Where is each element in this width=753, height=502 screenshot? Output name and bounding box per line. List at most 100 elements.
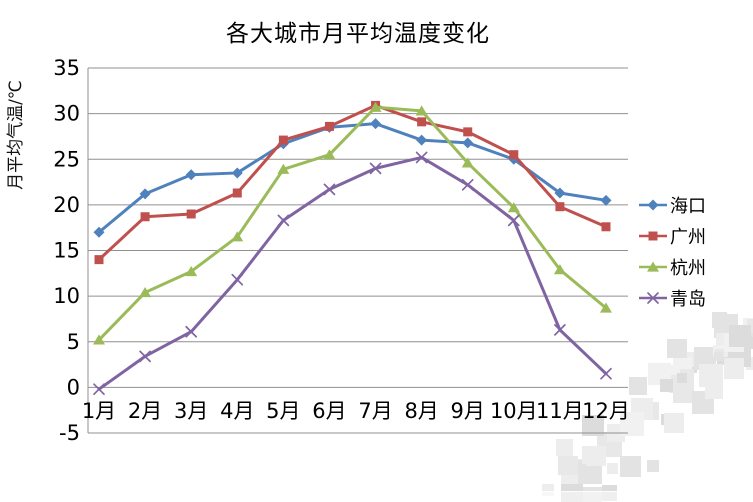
series-point-guangzhou-2 — [140, 212, 150, 222]
x-tick-label-6: 6月 — [312, 399, 346, 423]
y-tick-label-35: 35 — [53, 56, 80, 80]
series-point-hangzhou-1 — [93, 334, 105, 345]
y-tick-label-30: 30 — [53, 102, 80, 126]
legend-glyph-qingdao — [647, 291, 659, 304]
series-point-haikou-1 — [93, 226, 105, 238]
legend-marker-qingdao — [639, 291, 667, 304]
legend-item-guangzhou: 广州 — [638, 220, 706, 251]
mosaic-square — [629, 376, 648, 395]
x-tick-label-3: 3月 — [174, 399, 208, 423]
series-point-hangzhou-12 — [599, 302, 612, 313]
series-point-qingdao-10 — [507, 214, 520, 227]
series-point-haikou-7 — [370, 118, 382, 130]
legend-label-guangzhou: 广州 — [670, 226, 706, 248]
mosaic-square — [558, 455, 578, 476]
slide-bottom-edge — [518, 491, 753, 502]
series-point-qingdao-11 — [554, 324, 566, 336]
series-point-hangzhou-4 — [231, 231, 244, 242]
x-tick-label-5: 5月 — [266, 399, 300, 423]
series-line-guangzhou — [97, 103, 608, 262]
mosaic-square — [669, 365, 680, 376]
mosaic-square — [664, 412, 685, 433]
legend-glyph-hangzhou — [647, 261, 659, 272]
mosaic-square — [555, 438, 574, 456]
series-point-guangzhou-4 — [232, 188, 242, 198]
legend-item-qingdao: 青岛 — [638, 282, 706, 313]
series-line-qingdao — [97, 155, 608, 391]
series-point-haikou-12 — [600, 194, 612, 206]
mosaic-square — [607, 462, 619, 475]
series-line-hangzhou — [97, 105, 608, 342]
legend-label-hangzhou: 杭州 — [670, 257, 706, 279]
mosaic-square — [749, 336, 753, 349]
mosaic-square — [582, 465, 593, 477]
x-tick-label-8: 8月 — [404, 399, 438, 423]
legend-marker-haikou — [639, 199, 667, 210]
x-tick-label-9: 9月 — [451, 399, 485, 423]
legend: 海口 广州 杭州 青岛 — [638, 189, 706, 313]
series-point-guangzhou-5 — [278, 135, 288, 145]
legend-item-hangzhou: 杭州 — [638, 251, 706, 282]
x-tick-label-4: 4月 — [220, 399, 254, 423]
y-tick-label-15: 15 — [53, 239, 80, 263]
series-point-qingdao-5 — [277, 214, 290, 227]
series-point-guangzhou-1 — [94, 255, 104, 265]
mosaic-square — [582, 414, 604, 437]
series-point-hangzhou-11 — [553, 264, 566, 275]
mosaic-square — [729, 325, 751, 348]
series-point-hangzhou-10 — [507, 202, 520, 213]
series-point-qingdao-7 — [369, 162, 382, 175]
series-point-qingdao-9 — [461, 178, 474, 191]
mosaic-square — [666, 338, 687, 359]
y-tick-label-5: 5 — [67, 330, 80, 354]
mosaic-square — [724, 358, 745, 379]
mosaic-square — [660, 379, 673, 392]
legend-label-haikou: 海口 — [670, 195, 706, 217]
series-point-hangzhou-2 — [139, 286, 152, 298]
series-point-haikou-9 — [462, 137, 474, 149]
corner-mosaic-decoration — [518, 288, 753, 502]
series-point-haikou-8 — [416, 134, 428, 146]
mosaic-square — [713, 351, 724, 362]
legend-glyph-haikou — [647, 199, 659, 210]
series-point-guangzhou-3 — [186, 209, 196, 219]
mosaic-square — [619, 411, 644, 436]
series-point-qingdao-8 — [415, 151, 428, 164]
series-point-hangzhou-6 — [323, 149, 336, 160]
y-tick-label-25: 25 — [53, 147, 80, 171]
series-point-hangzhou-5 — [277, 163, 290, 174]
series-point-guangzhou-9 — [463, 127, 473, 137]
mosaic-square — [676, 372, 688, 384]
legend-label-qingdao: 青岛 — [670, 288, 706, 310]
series-point-haikou-2 — [139, 188, 151, 200]
series-point-qingdao-1 — [93, 383, 105, 396]
x-tick-label-12: 12月 — [582, 399, 630, 423]
legend-glyph-guangzhou — [648, 231, 658, 240]
series-point-hangzhou-9 — [461, 157, 474, 168]
series-point-qingdao-2 — [139, 350, 151, 363]
series-point-guangzhou-8 — [417, 117, 427, 127]
legend-marker-guangzhou — [639, 231, 667, 240]
legend-marker-hangzhou — [639, 261, 667, 272]
x-tick-label-2: 2月 — [128, 399, 162, 423]
series-point-haikou-4 — [231, 167, 243, 179]
y-tick-label--5: -5 — [59, 421, 80, 445]
series-point-guangzhou-12 — [601, 222, 611, 232]
chart-title: 各大城市月平均温度变化 — [226, 21, 490, 47]
series-point-qingdao-4 — [231, 273, 244, 286]
y-tick-label-10: 10 — [53, 284, 80, 308]
series-point-guangzhou-11 — [555, 202, 565, 212]
series-point-haikou-3 — [185, 169, 197, 181]
series-point-qingdao-6 — [323, 183, 336, 196]
series-point-guangzhou-10 — [509, 150, 519, 160]
series-point-qingdao-3 — [185, 325, 198, 338]
series-point-hangzhou-3 — [185, 265, 198, 277]
mosaic-square — [711, 312, 728, 329]
y-tick-label-0: 0 — [67, 375, 80, 399]
x-tick-label-7: 7月 — [358, 399, 392, 423]
y-tick-label-20: 20 — [53, 193, 80, 217]
mosaic-square — [704, 380, 723, 399]
y-axis-title: 月平均气温/℃ — [6, 80, 26, 190]
